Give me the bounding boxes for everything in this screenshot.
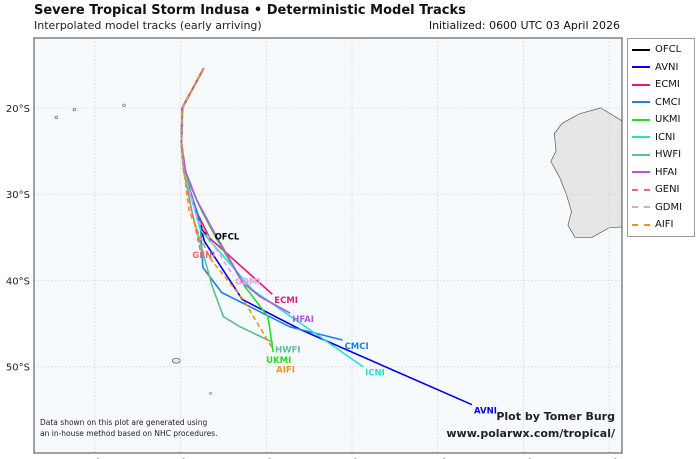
lat-tick-label: 30°S — [6, 190, 30, 201]
island — [54, 115, 58, 119]
legend-label: CMCI — [655, 96, 681, 108]
map-background — [34, 38, 622, 453]
lat-tick-label: 20°S — [6, 104, 30, 115]
track-label-gdmi: GDMI — [235, 277, 261, 287]
legend-label: ICNI — [655, 131, 676, 143]
legend-item-avni: AVNI — [628, 59, 694, 77]
track-label-icni: ICNI — [365, 369, 385, 379]
legend-label: GENI — [655, 184, 680, 196]
legend-item-ecmi: ECMI — [628, 76, 694, 94]
legend-item-aifi: AIFI — [628, 216, 694, 234]
initialized-time: Initialized: 0600 UTC 03 April 2026 — [428, 19, 620, 32]
legend-item-gdmi: GDMI — [628, 199, 694, 217]
track-label-ecmi: ECMI — [274, 296, 298, 306]
heard-island — [208, 392, 213, 395]
track-label-hfai: HFAI — [292, 315, 314, 325]
legend-label: AIFI — [655, 219, 674, 231]
legend-swatch — [632, 83, 650, 86]
legend-swatch — [632, 101, 650, 104]
legend-swatch — [632, 136, 650, 139]
legend-item-icni: ICNI — [628, 129, 694, 147]
legend-swatch — [632, 48, 650, 51]
kerguelen-island — [171, 357, 181, 364]
legend-swatch — [632, 171, 650, 174]
legend-label: ECMI — [655, 79, 680, 91]
legend-item-hfai: HFAI — [628, 164, 694, 182]
legend-label: UKMI — [655, 114, 681, 126]
source-url: www.polarwx.com/tropical/ — [446, 427, 616, 440]
legend-swatch — [632, 223, 650, 226]
disclaimer-line-2: an in-house method based on NHC procedur… — [40, 429, 218, 438]
lat-tick-label: 40°S — [6, 276, 30, 287]
island — [72, 108, 76, 112]
map-frame — [33, 37, 623, 454]
disclaimer-line-1: Data shown on this plot are generated us… — [40, 418, 207, 427]
track-geni — [180, 67, 205, 251]
legend-item-ofcl: OFCL — [628, 41, 694, 59]
track-label-ukmi: UKMI — [266, 356, 291, 366]
legend-item-ukmi: UKMI — [628, 111, 694, 129]
legend-swatch — [632, 153, 650, 156]
legend-label: AVNI — [655, 61, 679, 73]
lat-tick-label: 50°S — [6, 363, 30, 374]
island — [122, 103, 126, 107]
legend: OFCL AVNI ECMI CMCI UKMI ICNI HWFI HFAI GENI GDMI… — [627, 38, 695, 237]
legend-label: GDMI — [655, 201, 683, 213]
australia-landmass — [550, 107, 623, 238]
legend-label: HFAI — [655, 166, 678, 178]
legend-item-hwfi: HWFI — [628, 146, 694, 164]
legend-swatch — [632, 118, 650, 121]
track-label-avni: AVNI — [474, 407, 497, 417]
track-gdmi — [180, 67, 234, 276]
track-label-hwfi: HWFI — [275, 346, 300, 356]
chart-subtitle: Interpolated model tracks (early arrivin… — [34, 19, 262, 32]
legend-item-geni: GENI — [628, 181, 694, 199]
legend-swatch — [632, 188, 650, 191]
legend-label: OFCL — [655, 44, 682, 56]
legend-swatch — [632, 206, 650, 209]
track-label-ofcl: OFCL — [215, 233, 240, 243]
track-label-cmci: CMCI — [345, 342, 369, 352]
track-label-aifi: AIFI — [276, 365, 295, 375]
legend-item-cmci: CMCI — [628, 94, 694, 112]
chart-title: Severe Tropical Storm Indusa • Determini… — [34, 3, 466, 18]
plot-credit: Plot by Tomer Burg — [496, 410, 615, 423]
legend-label: HWFI — [655, 149, 682, 161]
track-label-geni: GENI — [192, 251, 215, 261]
track-aifi — [180, 67, 274, 350]
legend-swatch — [632, 66, 650, 69]
